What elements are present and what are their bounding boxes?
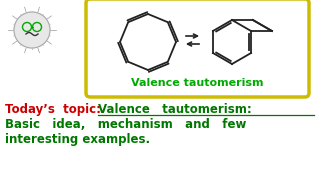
- Text: Valence tautomerism: Valence tautomerism: [131, 78, 263, 88]
- FancyBboxPatch shape: [86, 0, 309, 97]
- Text: Basic   idea,   mechanism   and   few: Basic idea, mechanism and few: [5, 118, 246, 131]
- Text: interesting examples.: interesting examples.: [5, 133, 150, 146]
- Text: Today’s  topic:: Today’s topic:: [5, 103, 101, 116]
- Text: Valence   tautomerism:: Valence tautomerism:: [98, 103, 252, 116]
- Circle shape: [14, 12, 50, 48]
